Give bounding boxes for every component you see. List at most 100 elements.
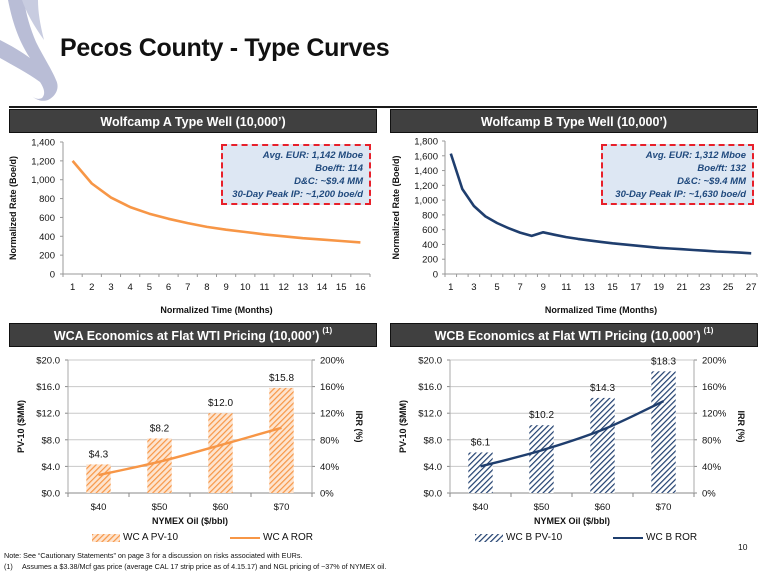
- y-tick-label: 1,200: [414, 181, 438, 192]
- x-tick-label: 16: [355, 282, 366, 293]
- y2-tick-label: 40%: [702, 462, 722, 473]
- bar-data-label: $15.8: [269, 373, 294, 384]
- y-tick-label: $20.0: [36, 356, 60, 367]
- y-tick-label: $8.0: [424, 435, 443, 446]
- ror-line: [98, 426, 282, 477]
- y2-tick-label: 40%: [320, 462, 340, 473]
- bar-data-label: $4.3: [89, 449, 109, 460]
- y-axis-title: PV-10 ($MM): [398, 400, 408, 453]
- wcb-econ-header-text: WCB Economics at Flat WTI Pricing (10,00…: [434, 329, 701, 343]
- x-tick-label: $70: [274, 502, 290, 513]
- x-tick-label: 7: [517, 282, 522, 293]
- wca-type-header: Wolfcamp A Type Well (10,000’): [9, 109, 377, 133]
- x-tick-label: 19: [653, 282, 664, 293]
- y-tick-label: 1,200: [31, 156, 55, 167]
- y-tick-label: 800: [422, 210, 438, 221]
- x-tick-label: 11: [561, 282, 571, 293]
- y-axis-title: Normalized Rate (Boe/d): [391, 155, 401, 259]
- y-tick-label: 200: [422, 255, 438, 266]
- wcb-legend-line-swatch: [613, 536, 643, 539]
- x-tick-label: 12: [278, 282, 289, 293]
- y2-tick-label: 0%: [320, 489, 334, 500]
- wca-legend-bar: WC A PV-10: [92, 532, 178, 543]
- y-tick-label: 200: [39, 251, 55, 262]
- y2-axis-title: IRR (%): [736, 411, 746, 443]
- y2-tick-label: 120%: [702, 409, 727, 420]
- x-tick-label: 4: [128, 282, 133, 293]
- x-tick-label: $60: [213, 502, 229, 513]
- wca-legend-bar-label: WC A PV-10: [123, 532, 179, 543]
- x-tick-label: 14: [317, 282, 328, 293]
- wca-econ-chart: $0.0 $4.0 $8.0 $12.0 $16.0 $20.0 0% 40% 80% 120% 1…: [16, 356, 364, 527]
- x-tick-label: 3: [108, 282, 113, 293]
- wcb-legend-line: WC B ROR: [613, 532, 697, 543]
- series-line: [71, 160, 361, 244]
- bar-data-label: $6.1: [471, 437, 491, 448]
- x-tick-label: 3: [471, 282, 476, 293]
- wcb-legend-bar-swatch: [475, 533, 503, 542]
- y-tick-label: 400: [39, 232, 55, 243]
- x-tick-label: 23: [700, 282, 711, 293]
- wcb-kpi-eur: Avg. EUR: 1,312 Mboe: [645, 150, 746, 161]
- wca-legend-bar-swatch: [92, 533, 120, 542]
- bar: [208, 413, 233, 493]
- y-tick-label: $12.0: [36, 409, 60, 420]
- x-tick-label: 25: [723, 282, 734, 293]
- wcb-kpi-peak-ip: 30-Day Peak IP: ~1,630 boe/d: [615, 189, 746, 200]
- x-tick-label: $40: [473, 502, 489, 513]
- x-tick-label: $60: [595, 502, 611, 513]
- footnote-1-text: Assumes a $3.38/Mcf gas price (average C…: [22, 562, 387, 571]
- wca-econ-header: WCA Economics at Flat WTI Pricing (10,00…: [9, 323, 377, 347]
- x-tick-label: 10: [240, 282, 251, 293]
- wca-legend-line-label: WC A ROR: [263, 532, 314, 543]
- x-axis-title: Normalized Time (Months): [160, 305, 272, 315]
- x-tick-label: 13: [298, 282, 309, 293]
- wcb-kpi-dc: D&C: ~$9.4 MM: [677, 176, 746, 187]
- wca-kpi-eur: Avg. EUR: 1,142 Mboe: [262, 150, 363, 161]
- bar-data-label: $12.0: [208, 398, 233, 409]
- bar: [269, 387, 294, 493]
- page-title: Pecos County - Type Curves: [60, 34, 390, 62]
- y-tick-label: $20.0: [418, 356, 442, 367]
- wcb-type-header: Wolfcamp B Type Well (10,000’): [390, 109, 758, 133]
- x-tick-label: 1: [448, 282, 453, 293]
- x-tick-label: 6: [166, 282, 171, 293]
- wcb-legend-bar-label: WC B PV-10: [506, 532, 563, 543]
- wcb-legend-line-label: WC B ROR: [646, 532, 698, 543]
- y2-tick-label: 200%: [702, 356, 727, 367]
- x-tick-label: 13: [584, 282, 595, 293]
- bar: [529, 425, 554, 493]
- wcb-econ-footnote-ref: (1): [703, 326, 714, 335]
- x-axis-title: NYMEX Oil ($/bbl): [534, 516, 610, 526]
- x-tick-label: $70: [656, 502, 672, 513]
- wca-kpi-box: Avg. EUR: 1,142 Mboe Boe/ft: 114 D&C: ~$…: [221, 144, 371, 205]
- y-tick-label: $12.0: [418, 409, 442, 420]
- wcb-type-header-text: Wolfcamp B Type Well (10,000’): [480, 115, 668, 129]
- y-tick-label: $16.0: [418, 382, 442, 393]
- footnote-note: Note: See “Cautionary Statements” on pag…: [4, 551, 303, 560]
- ror-line: [480, 400, 665, 468]
- x-tick-label: 9: [223, 282, 228, 293]
- y-tick-label: 600: [39, 213, 55, 224]
- y2-tick-label: 160%: [702, 382, 727, 393]
- y-tick-label: $0.0: [42, 489, 61, 500]
- bar-data-label: $8.2: [150, 423, 170, 434]
- y2-tick-label: 80%: [320, 435, 340, 446]
- hawk-logo-icon: [0, 0, 58, 101]
- wca-type-header-text: Wolfcamp A Type Well (10,000’): [100, 115, 286, 129]
- wcb-kpi-box: Avg. EUR: 1,312 Mboe Boe/ft: 132 D&C: ~$…: [601, 144, 754, 205]
- y-tick-label: $16.0: [36, 382, 60, 393]
- wca-econ-header-text: WCA Economics at Flat WTI Pricing (10,00…: [53, 329, 320, 343]
- wca-kpi-peak-ip: 30-Day Peak IP: ~1,200 boe/d: [232, 189, 363, 200]
- x-tick-label: 9: [541, 282, 546, 293]
- y2-tick-label: 160%: [320, 382, 345, 393]
- y-tick-label: 0: [433, 270, 438, 281]
- bar: [86, 464, 111, 493]
- x-tick-label: 15: [336, 282, 347, 293]
- x-axis-title: Normalized Time (Months): [545, 305, 657, 315]
- y-tick-label: 0: [50, 270, 55, 281]
- x-tick-label: 17: [630, 282, 641, 293]
- x-tick-label: $40: [91, 502, 107, 513]
- page-number: 10: [738, 542, 748, 552]
